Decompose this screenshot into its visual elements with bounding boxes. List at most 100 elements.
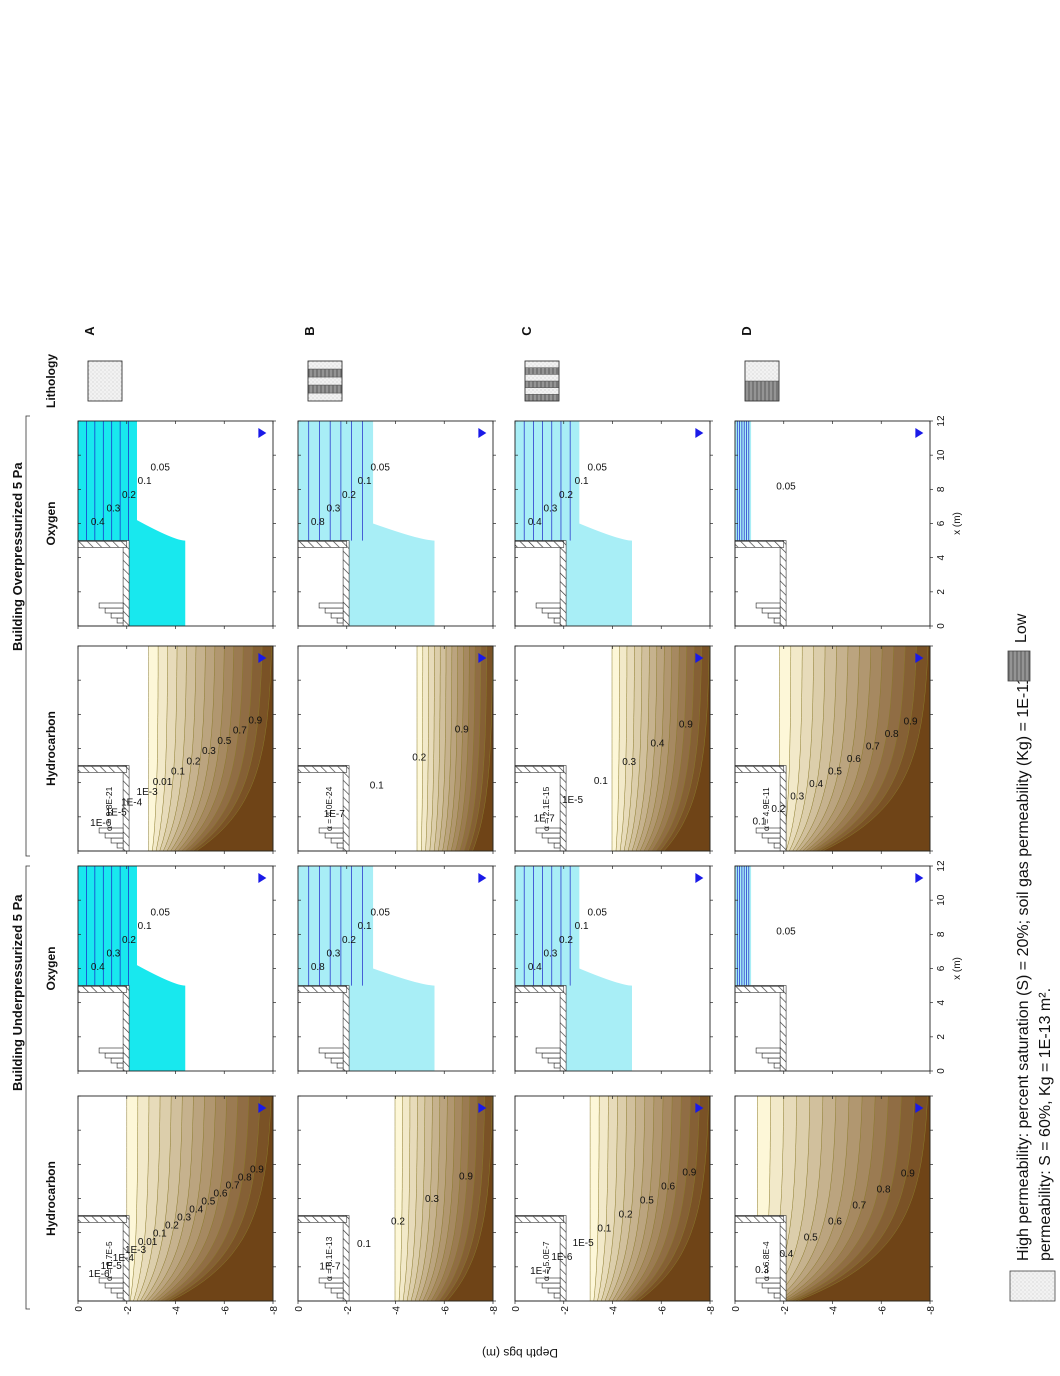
water-table-marker [258,652,267,663]
water-table-marker [695,872,704,883]
y-tick-label: -2 [560,1306,571,1315]
contour-label: 1E-3 [137,787,159,798]
y-tick-label: -6 [877,1306,888,1315]
legend-low-label: Low [1013,613,1030,643]
contour-label: 0.4 [91,962,105,973]
stair-step [98,1277,124,1284]
stair-step [318,602,344,609]
contour-label: 0.1 [370,781,384,792]
x-tick-label: 8 [936,486,947,492]
group-bracket-right [25,415,30,857]
contour-label: 0.6 [214,1188,228,1199]
building-slab [122,985,130,1072]
contour-label: 0.5 [640,1195,654,1206]
contour-label: 0.2 [391,1217,405,1228]
contour-label: 0.9 [248,715,262,726]
group-bracket-left [25,865,30,1310]
lithology-layer [307,384,343,394]
stair-step [98,827,124,834]
contour-label: 0.5 [828,767,842,778]
stair-step [761,1052,781,1059]
stair-step [98,602,124,609]
stair-step [318,827,344,834]
alpha-label: α = 6.7E-5 [104,1241,114,1281]
contour-label: 0.2 [342,935,356,946]
building-wall [734,1216,785,1223]
contour-label: 0.05 [150,908,170,919]
column-title: Lithology [44,354,58,408]
x-tick-label: 10 [936,894,947,906]
contour-label: 1E-6 [90,818,112,829]
stair-step [553,1062,561,1069]
x-tick-label: 8 [936,931,947,937]
contour-label: 0.4 [809,779,823,790]
y-tick-label: -8 [489,1306,500,1315]
column-title: Hydrocarbon [44,1161,58,1236]
contour-label: 0.3 [543,949,557,960]
y-axis-label: Depth bgs (m) [482,1346,558,1360]
contour-label: 0.6 [828,1217,842,1228]
contour-label: 0.8 [311,517,325,528]
contour-label: 0.3 [755,1265,769,1276]
building-slab [342,540,350,627]
contour-label: 0.9 [682,1167,696,1178]
stair-step [541,1282,561,1289]
stair-step [767,837,781,844]
lithology-column-c [524,360,560,402]
contour-label: 0.2 [559,490,573,501]
stair-step [553,1292,561,1299]
contour-label: 0.05 [776,926,796,937]
contour-label: 0.1 [575,476,589,487]
contour-label: 0.4 [779,1249,793,1260]
contour-label: 0.9 [679,720,693,731]
stair-step [116,842,124,849]
contour-label: 0.4 [189,1205,203,1216]
contour-label: 0.05 [587,908,607,919]
y-tick-label: -4 [392,1306,403,1315]
stair-step [755,602,781,609]
contour-label: 0.05 [150,463,170,474]
panel-oxygen-c: 0.40.30.20.1 0.05 [514,420,713,629]
building-wall [77,766,128,773]
lithology-layer [307,368,343,378]
row-letter: C [519,326,534,336]
row-letter: D [739,326,754,335]
hc-contour-band [637,1095,711,1302]
stair-step [336,617,344,624]
stair-step [773,617,781,624]
hc-contour-band [472,645,494,852]
contour-label: 0.05 [587,463,607,474]
panel-oxygen-b: 0.80.30.20.1 0.05 [297,420,496,629]
alpha-label: α = 5.0E-7 [541,1241,551,1281]
stair-step [767,612,781,619]
building-wall [514,986,565,993]
contour-label: 0.3 [326,504,340,515]
contour-label: 0.2 [559,935,573,946]
contour-label: 0.9 [250,1164,264,1175]
contour-label: 0.7 [233,726,247,737]
contour-label: 0.4 [528,962,542,973]
lithology-column-d [744,360,780,402]
building-wall [734,986,785,993]
stair-step [761,1282,781,1289]
alpha-label: α = 2.1E-15 [541,786,551,831]
y-tick-label: -4 [829,1306,840,1315]
hc-contour-band [170,1095,274,1302]
hc-contour-band [663,645,711,852]
contour-label: 0.05 [370,463,390,474]
lithology-frame [524,360,560,402]
rotated-figure: Building Underpressurized 5 Pa Building O… [10,326,1056,1360]
contour-label: 1E-4 [121,797,143,808]
lithology-column-a [87,360,123,402]
y-tick-label: 0 [74,1306,85,1312]
x-tick-label: 6 [936,965,947,971]
building-slab [559,765,567,852]
stair-step [110,837,124,844]
panel-oxygen-d: 0.05 0 2 4 6 8 10 12 x (m) [734,415,963,629]
lithology-layer [87,360,123,402]
legend: High permeability: percent saturation (S… [1007,613,1056,1302]
building-slab [779,985,787,1072]
column-title: Oxygen [44,501,58,545]
